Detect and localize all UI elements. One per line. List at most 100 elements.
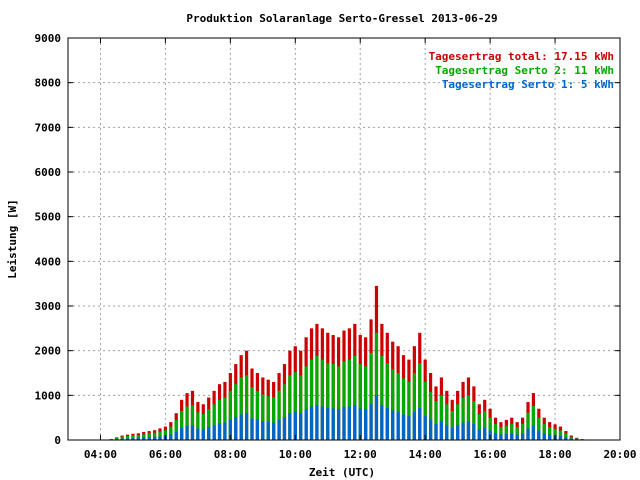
bar-serto-1 xyxy=(369,403,373,440)
bar-serto-2 xyxy=(185,406,189,440)
bar-serto-1 xyxy=(423,415,427,440)
bar-serto-2 xyxy=(136,435,140,440)
bar-serto-1 xyxy=(515,434,519,440)
x-tick-label: 16:00 xyxy=(474,448,507,461)
bar-serto-1 xyxy=(493,433,498,440)
bar-serto-1 xyxy=(407,415,411,440)
bar-serto-1 xyxy=(364,409,368,440)
bar-serto-2 xyxy=(456,404,460,440)
bar-serto-1 xyxy=(131,438,135,440)
ticks-layer: 0 1000 2000 3000 4000 5000 6000 7000 8000 9000 04:… xyxy=(35,32,637,461)
bar-serto-1 xyxy=(125,438,130,440)
bar-serto-1 xyxy=(445,425,449,440)
y-tick-label: 1000 xyxy=(35,389,62,402)
y-tick-label: 7000 xyxy=(35,121,62,134)
bar-serto-2 xyxy=(201,414,205,440)
bar-serto-2 xyxy=(520,423,525,440)
bar-serto-2 xyxy=(477,414,481,440)
bar-serto-2 xyxy=(493,423,498,440)
bar-serto-2 xyxy=(575,438,579,440)
y-tick-label: 3000 xyxy=(35,300,62,313)
bar-serto-1 xyxy=(288,413,292,440)
bar-serto-2 xyxy=(272,397,276,440)
bar-serto-1 xyxy=(504,433,508,440)
x-tick-label: 14:00 xyxy=(409,448,442,461)
bar-serto-2 xyxy=(558,430,563,440)
bar-serto-1 xyxy=(180,427,184,440)
bar-serto-2 xyxy=(336,366,341,440)
bar-serto-2 xyxy=(223,397,227,440)
bar-serto-2 xyxy=(553,428,557,440)
bar-serto-1 xyxy=(466,421,471,440)
bar-serto-1 xyxy=(439,421,444,440)
bar-serto-1 xyxy=(169,434,173,440)
bar-serto-1 xyxy=(217,423,222,440)
bar-serto-2 xyxy=(564,433,568,440)
bar-serto-2 xyxy=(439,395,444,440)
bar-serto-1 xyxy=(461,422,465,440)
bar-serto-2 xyxy=(569,436,573,440)
bar-serto-1 xyxy=(434,423,438,440)
bar-serto-2 xyxy=(196,412,200,440)
bar-serto-2 xyxy=(358,364,362,440)
bar-serto-2 xyxy=(125,435,130,440)
bar-serto-2 xyxy=(282,384,287,440)
bar-serto-1 xyxy=(499,434,503,440)
x-tick-label: 04:00 xyxy=(84,448,117,461)
bar-serto-1 xyxy=(342,407,346,440)
bar-serto-1 xyxy=(234,417,238,440)
bar-serto-2 xyxy=(131,435,135,440)
bar-serto-1 xyxy=(450,427,454,440)
bar-serto-1 xyxy=(564,437,568,440)
bar-serto-2 xyxy=(450,410,454,440)
bar-serto-1 xyxy=(353,405,357,440)
bar-serto-2 xyxy=(152,432,157,440)
bar-serto-2 xyxy=(266,396,270,440)
legend-entry: Tagesertrag total: 17.15 kWh xyxy=(429,50,614,63)
bar-serto-2 xyxy=(217,399,222,440)
bar-serto-1 xyxy=(520,433,525,440)
x-tick-label: 08:00 xyxy=(214,448,247,461)
bar-serto-1 xyxy=(309,406,314,440)
bar-serto-1 xyxy=(320,406,324,440)
bar-serto-2 xyxy=(315,356,319,440)
bar-serto-1 xyxy=(272,422,276,440)
bar-serto-2 xyxy=(277,390,281,440)
bar-serto-2 xyxy=(120,436,124,440)
bar-serto-2 xyxy=(288,375,292,440)
bar-serto-1 xyxy=(391,410,395,440)
bar-serto-1 xyxy=(510,433,514,440)
x-axis-label: Zeit (UTC) xyxy=(309,466,375,479)
bar-serto-2 xyxy=(174,419,178,440)
bar-serto-2 xyxy=(147,433,151,440)
y-tick-label: 0 xyxy=(54,434,61,447)
bar-serto-1 xyxy=(190,425,195,440)
bar-serto-1 xyxy=(299,413,303,440)
bar-serto-1 xyxy=(380,405,384,440)
bar-serto-2 xyxy=(207,409,211,440)
bar-serto-1 xyxy=(526,428,530,440)
bar-serto-2 xyxy=(169,426,173,440)
bar-serto-2 xyxy=(499,427,503,440)
x-tick-label: 12:00 xyxy=(344,448,377,461)
bar-serto-1 xyxy=(136,437,140,440)
bar-serto-2 xyxy=(515,427,519,440)
bars-layer xyxy=(109,285,590,440)
bar-serto-1 xyxy=(261,421,265,440)
y-tick-label: 4000 xyxy=(35,255,62,268)
bar-serto-2 xyxy=(418,363,422,440)
x-tick-label: 20:00 xyxy=(603,448,636,461)
bar-serto-2 xyxy=(158,431,162,440)
bar-serto-2 xyxy=(380,356,384,440)
bar-serto-2 xyxy=(234,384,238,440)
bar-serto-2 xyxy=(342,361,346,440)
bar-serto-2 xyxy=(374,332,379,440)
bar-serto-2 xyxy=(115,437,119,440)
legend: Tagesertrag total: 17.15 kWhTagesertrag … xyxy=(429,50,614,91)
bar-serto-1 xyxy=(223,422,227,440)
y-tick-label: 8000 xyxy=(35,77,62,90)
bar-serto-2 xyxy=(510,423,514,440)
bar-serto-2 xyxy=(504,425,508,440)
bar-serto-1 xyxy=(196,428,200,440)
